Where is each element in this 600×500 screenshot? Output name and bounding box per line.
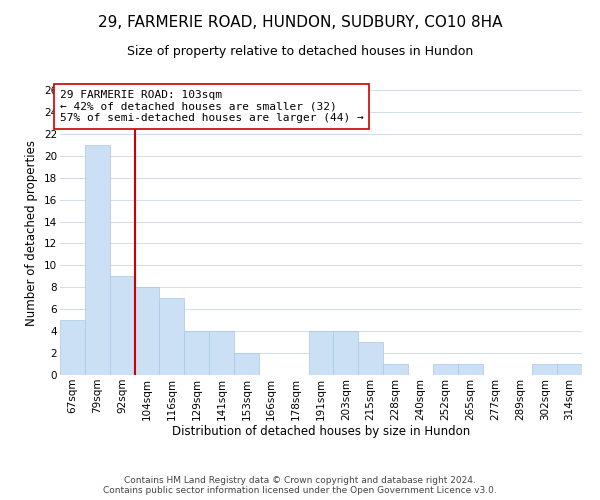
- Bar: [433, 364, 458, 375]
- Bar: [557, 364, 582, 375]
- X-axis label: Distribution of detached houses by size in Hundon: Distribution of detached houses by size …: [172, 426, 470, 438]
- Bar: [110, 276, 134, 375]
- Bar: [334, 331, 358, 375]
- Bar: [458, 364, 482, 375]
- Bar: [532, 364, 557, 375]
- Bar: [85, 145, 110, 375]
- Bar: [134, 288, 160, 375]
- Text: Contains HM Land Registry data © Crown copyright and database right 2024.
Contai: Contains HM Land Registry data © Crown c…: [103, 476, 497, 495]
- Bar: [184, 331, 209, 375]
- Bar: [60, 320, 85, 375]
- Bar: [160, 298, 184, 375]
- Text: Size of property relative to detached houses in Hundon: Size of property relative to detached ho…: [127, 45, 473, 58]
- Bar: [308, 331, 334, 375]
- Text: 29 FARMERIE ROAD: 103sqm
← 42% of detached houses are smaller (32)
57% of semi-d: 29 FARMERIE ROAD: 103sqm ← 42% of detach…: [60, 90, 364, 123]
- Bar: [358, 342, 383, 375]
- Bar: [383, 364, 408, 375]
- Bar: [209, 331, 234, 375]
- Text: 29, FARMERIE ROAD, HUNDON, SUDBURY, CO10 8HA: 29, FARMERIE ROAD, HUNDON, SUDBURY, CO10…: [98, 15, 502, 30]
- Bar: [234, 353, 259, 375]
- Y-axis label: Number of detached properties: Number of detached properties: [25, 140, 38, 326]
